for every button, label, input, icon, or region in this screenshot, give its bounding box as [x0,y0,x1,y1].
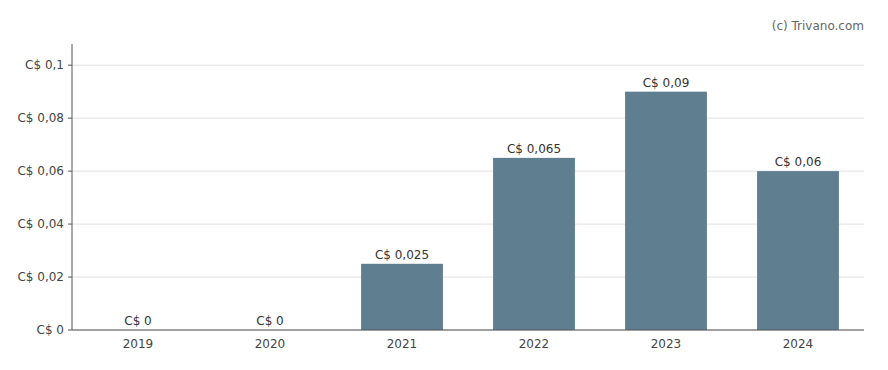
grid-line [72,330,864,331]
bar [757,171,839,330]
y-tick-label: C$ 0,06 [17,164,64,178]
grid-line [72,65,864,66]
y-tick-label: C$ 0,04 [17,217,64,231]
chart: C$ 0C$ 0,02C$ 0,04C$ 0,06C$ 0,08C$ 0,1C$… [0,0,888,370]
x-tick-label: 2020 [255,337,286,351]
y-tick [68,330,72,331]
bars [361,92,839,330]
y-tick-label: C$ 0,1 [25,58,64,72]
data-label: C$ 0,09 [643,76,690,90]
watermark: (c) Trivano.com [772,19,864,33]
data-label: C$ 0 [124,314,151,328]
x-axis-line [72,330,864,331]
y-axis: C$ 0 C$ 0,02 C$ 0,04 C$ 0,06 C$ 0,08 C$ 0,1 [17,44,864,337]
y-tick [68,277,72,278]
x-tick-label: 2022 [519,337,550,351]
bar [493,158,575,330]
bar [361,264,443,330]
grid-line [72,277,864,278]
grid-line [72,171,864,172]
x-tick-label: 2019 [123,337,154,351]
y-tick [68,118,72,119]
grid-line [72,224,864,225]
y-tick-label: C$ 0,08 [17,111,64,125]
y-tick-label: C$ 0,02 [17,270,64,284]
y-tick [68,65,72,66]
x-axis: 2019 2020 2021 2022 2023 2024 [72,330,864,351]
y-tick-label: C$ 0 [37,323,64,337]
data-label: C$ 0,025 [375,248,429,262]
x-tick-label: 2023 [651,337,682,351]
data-label: C$ 0,065 [507,142,561,156]
data-label: C$ 0 [256,314,283,328]
bar [625,92,707,330]
y-axis-line [72,44,73,330]
x-tick-label: 2021 [387,337,418,351]
y-tick [68,171,72,172]
data-label: C$ 0,06 [775,155,822,169]
y-tick [68,224,72,225]
grid-line [72,118,864,119]
data-labels: C$ 0 C$ 0 C$ 0,025 C$ 0,065 C$ 0,09 C$ 0,06 [124,76,821,328]
x-tick-label: 2024 [783,337,814,351]
